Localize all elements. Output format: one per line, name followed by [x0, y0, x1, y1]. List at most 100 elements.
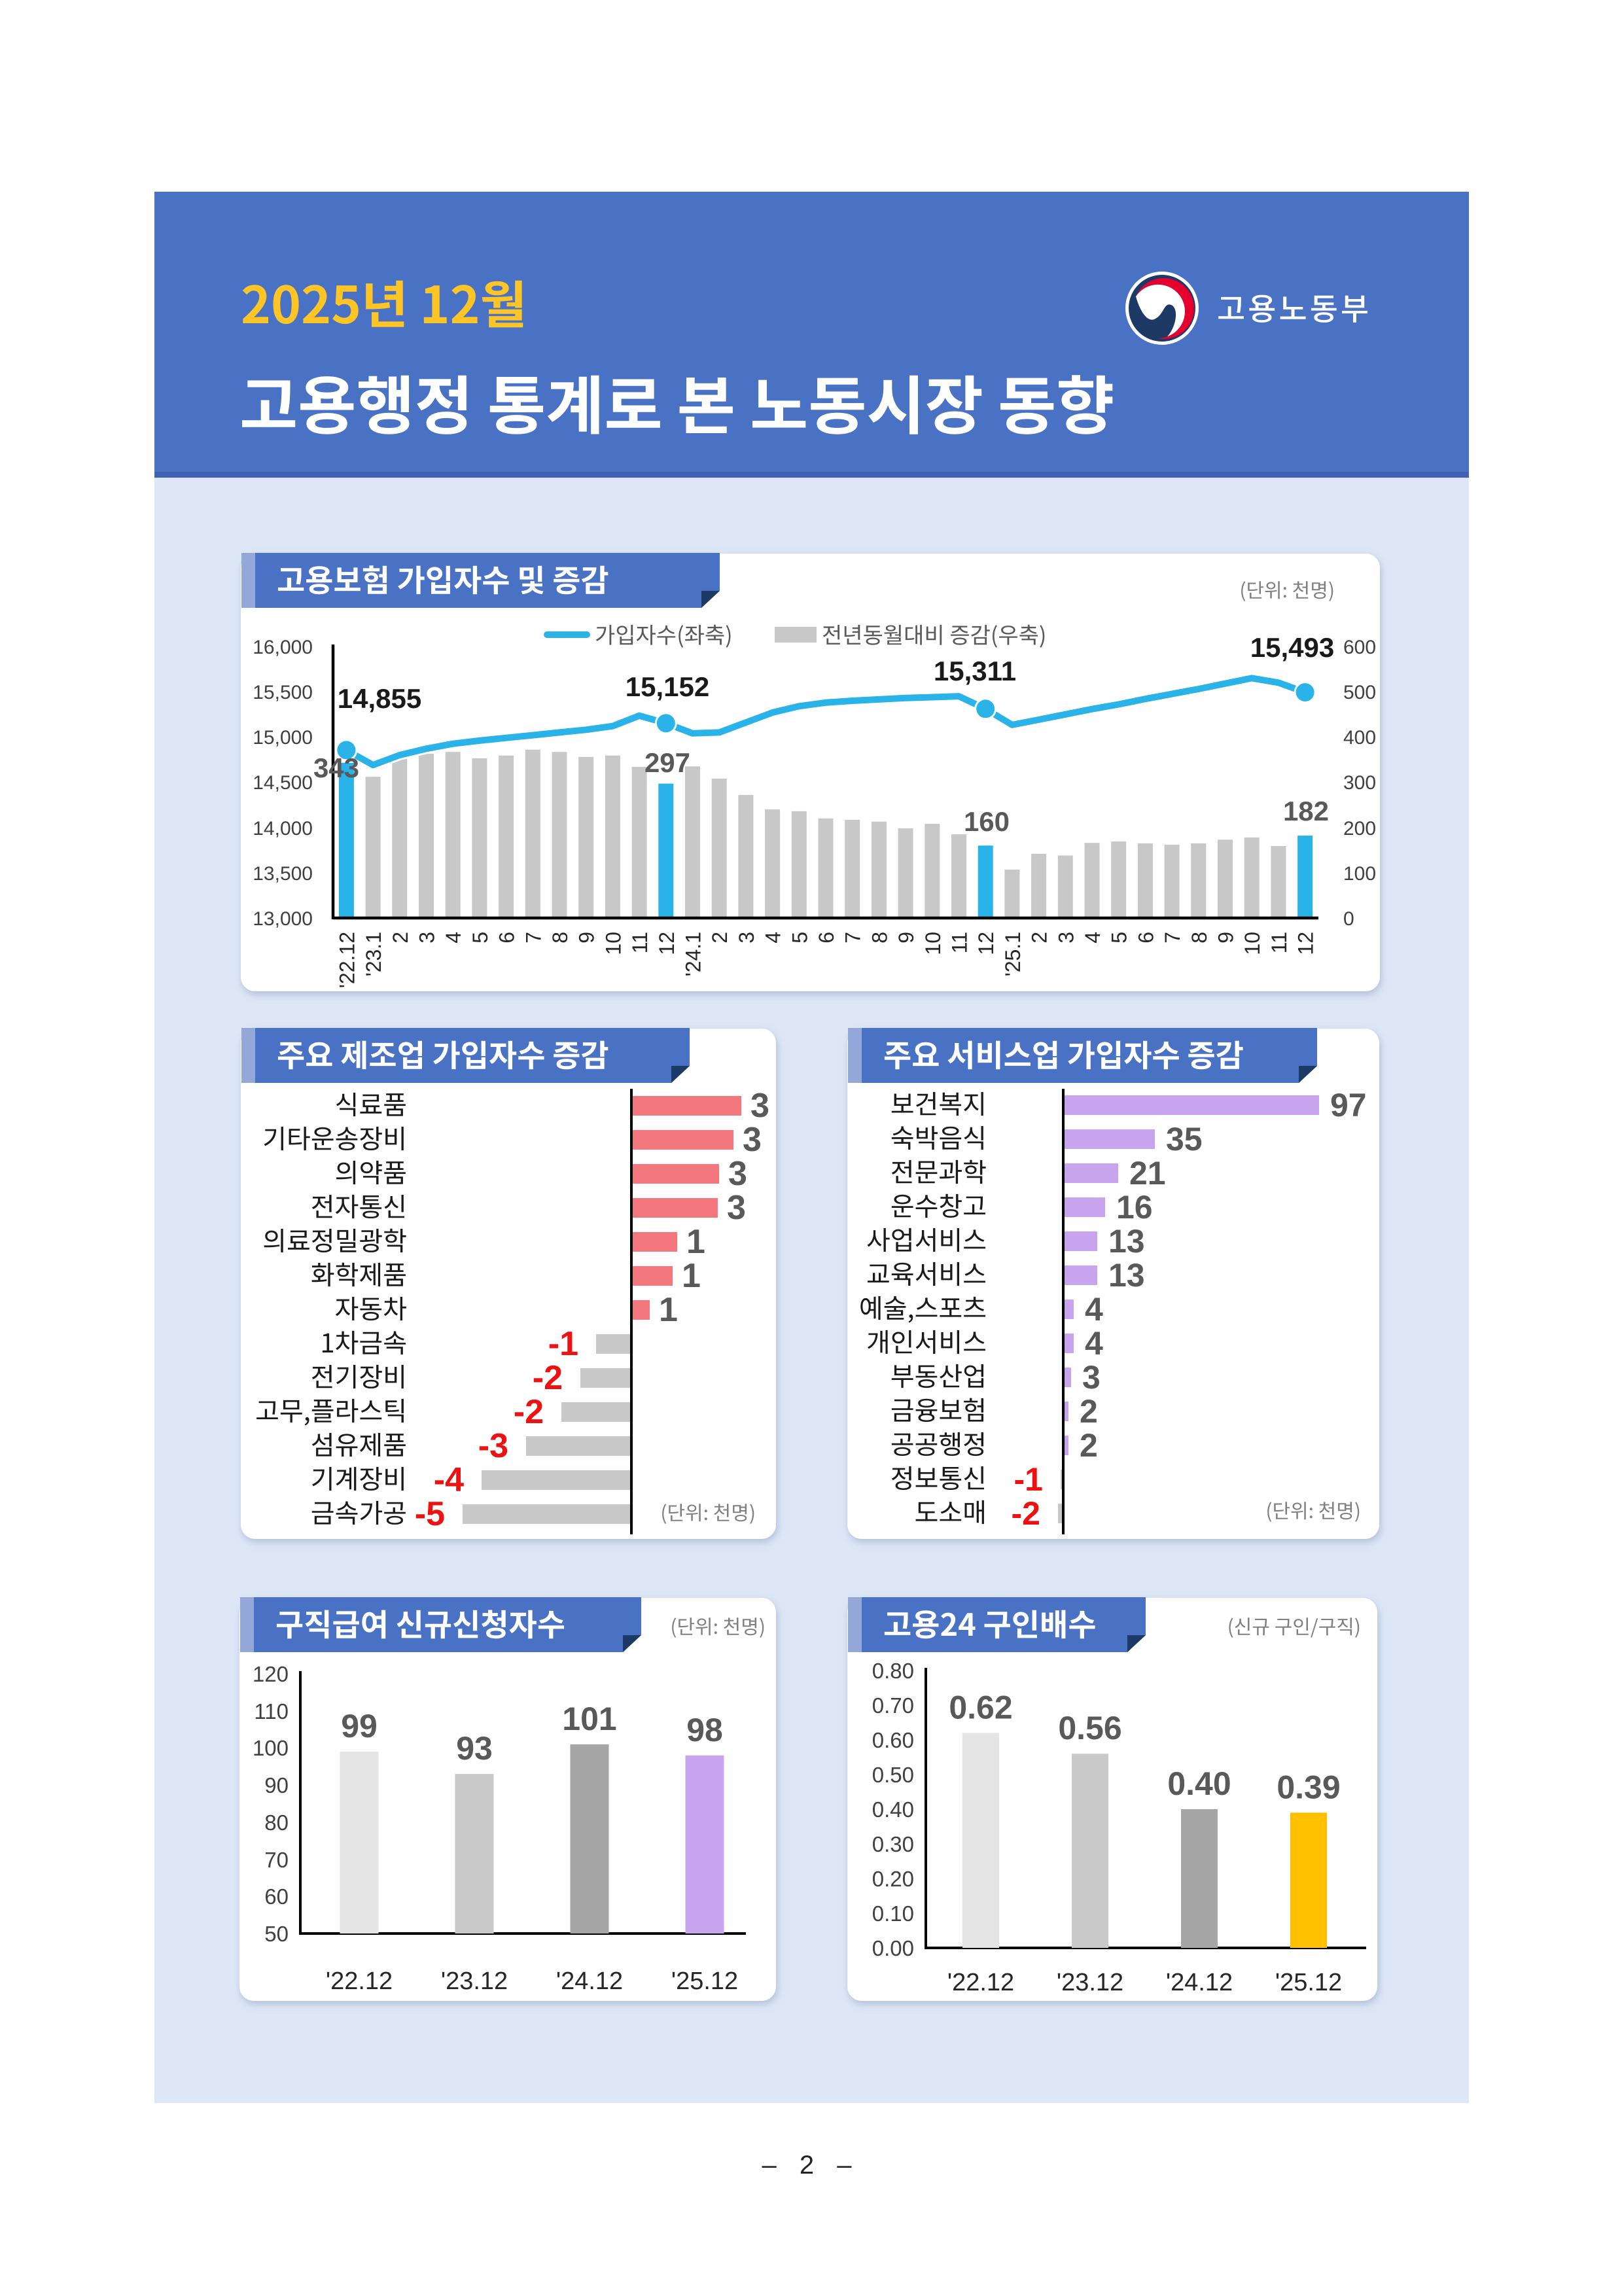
svg-text:400: 400	[1343, 727, 1376, 749]
svg-text:4: 4	[1085, 1325, 1103, 1362]
svg-text:0: 0	[1343, 908, 1354, 930]
svg-text:2: 2	[1080, 1393, 1098, 1430]
svg-text:16: 16	[1116, 1189, 1153, 1226]
svg-text:9: 9	[1214, 932, 1238, 944]
svg-text:160: 160	[964, 806, 1010, 837]
svg-text:-2: -2	[514, 1393, 544, 1431]
svg-text:93: 93	[456, 1730, 493, 1767]
svg-text:8: 8	[548, 932, 572, 944]
svg-text:-1: -1	[548, 1325, 578, 1363]
svg-text:0.62: 0.62	[949, 1689, 1012, 1725]
svg-text:'25.12: '25.12	[671, 1968, 738, 1995]
svg-text:4: 4	[1081, 932, 1104, 944]
svg-text:3: 3	[750, 1087, 769, 1125]
svg-text:12: 12	[655, 932, 679, 955]
svg-text:-2: -2	[1012, 1495, 1040, 1532]
svg-text:110: 110	[254, 1699, 289, 1723]
svg-text:0.20: 0.20	[872, 1867, 914, 1891]
svg-text:2: 2	[1028, 932, 1051, 944]
svg-text:10: 10	[601, 932, 625, 955]
svg-text:10: 10	[1241, 932, 1264, 955]
svg-text:16,000: 16,000	[253, 637, 313, 658]
svg-text:97: 97	[1330, 1087, 1367, 1123]
svg-text:0.39: 0.39	[1277, 1769, 1340, 1805]
svg-text:11: 11	[628, 932, 652, 953]
svg-text:5: 5	[788, 932, 811, 944]
svg-text:11: 11	[948, 932, 972, 953]
svg-text:99: 99	[341, 1708, 378, 1744]
svg-text:7: 7	[841, 932, 865, 944]
svg-text:3: 3	[728, 1155, 747, 1193]
svg-text:98: 98	[686, 1712, 723, 1748]
svg-text:8: 8	[868, 932, 891, 944]
svg-text:90: 90	[264, 1773, 289, 1797]
svg-text:2: 2	[708, 932, 732, 944]
svg-text:10: 10	[921, 932, 945, 955]
svg-text:'23.1: '23.1	[362, 932, 385, 976]
svg-text:297: 297	[644, 747, 690, 778]
svg-text:13: 13	[1108, 1257, 1145, 1294]
svg-text:60: 60	[264, 1884, 289, 1909]
svg-text:200: 200	[1343, 818, 1376, 839]
svg-text:'23.12: '23.12	[441, 1968, 508, 1995]
svg-text:3: 3	[735, 932, 758, 944]
svg-text:21: 21	[1129, 1155, 1166, 1192]
svg-text:0.30: 0.30	[872, 1832, 914, 1856]
svg-text:1: 1	[682, 1257, 701, 1295]
svg-text:14,500: 14,500	[253, 772, 313, 794]
svg-text:0.00: 0.00	[872, 1936, 914, 1960]
svg-text:0.70: 0.70	[872, 1693, 914, 1718]
svg-text:6: 6	[495, 932, 519, 944]
svg-text:15,152: 15,152	[626, 671, 709, 702]
svg-text:7: 7	[521, 932, 545, 944]
svg-text:343: 343	[313, 752, 359, 783]
svg-text:8: 8	[1188, 932, 1211, 944]
svg-text:182: 182	[1283, 796, 1329, 826]
svg-text:0.50: 0.50	[872, 1763, 914, 1787]
svg-text:'24.12: '24.12	[556, 1968, 623, 1995]
svg-text:'22.12: '22.12	[335, 932, 359, 988]
svg-text:13,500: 13,500	[253, 863, 313, 885]
svg-text:9: 9	[575, 932, 599, 944]
svg-text:– 2 –: – 2 –	[762, 2151, 860, 2180]
svg-text:0.80: 0.80	[872, 1659, 914, 1683]
svg-text:'22.12: '22.12	[326, 1968, 393, 1995]
svg-text:'22.12: '22.12	[947, 1969, 1014, 1996]
svg-text:12: 12	[1294, 932, 1318, 955]
svg-text:0.40: 0.40	[1167, 1765, 1231, 1802]
svg-text:101: 101	[562, 1701, 616, 1737]
svg-text:14,855: 14,855	[338, 683, 421, 714]
svg-text:1: 1	[659, 1291, 678, 1329]
svg-text:6: 6	[815, 932, 838, 944]
svg-text:-5: -5	[415, 1495, 445, 1533]
svg-text:'25.1: '25.1	[1001, 932, 1025, 976]
svg-text:-3: -3	[478, 1427, 508, 1465]
svg-text:13,000: 13,000	[253, 908, 313, 930]
svg-text:0.10: 0.10	[872, 1901, 914, 1926]
svg-text:6: 6	[1134, 932, 1157, 944]
svg-text:80: 80	[264, 1810, 289, 1835]
svg-text:70: 70	[264, 1848, 289, 1872]
svg-text:100: 100	[1343, 863, 1376, 885]
svg-text:300: 300	[1343, 772, 1376, 794]
svg-text:'24.12: '24.12	[1166, 1969, 1233, 1996]
svg-text:3: 3	[727, 1189, 746, 1227]
svg-text:0.56: 0.56	[1058, 1710, 1121, 1746]
svg-text:120: 120	[253, 1662, 289, 1686]
svg-text:3: 3	[1082, 1359, 1101, 1396]
svg-text:-1: -1	[1014, 1461, 1043, 1498]
svg-text:15,500: 15,500	[253, 682, 313, 703]
svg-text:13: 13	[1108, 1223, 1145, 1260]
svg-text:12: 12	[974, 932, 998, 955]
svg-text:2: 2	[1080, 1427, 1098, 1464]
svg-text:-2: -2	[533, 1359, 563, 1397]
svg-text:15,493: 15,493	[1250, 632, 1334, 663]
svg-text:100: 100	[253, 1736, 289, 1760]
svg-text:50: 50	[264, 1922, 289, 1946]
svg-text:7: 7	[1161, 932, 1184, 944]
svg-text:3: 3	[1054, 932, 1078, 944]
svg-text:'25.12: '25.12	[1275, 1969, 1342, 1996]
svg-text:500: 500	[1343, 682, 1376, 703]
svg-text:600: 600	[1343, 637, 1376, 658]
svg-text:4: 4	[762, 932, 785, 944]
